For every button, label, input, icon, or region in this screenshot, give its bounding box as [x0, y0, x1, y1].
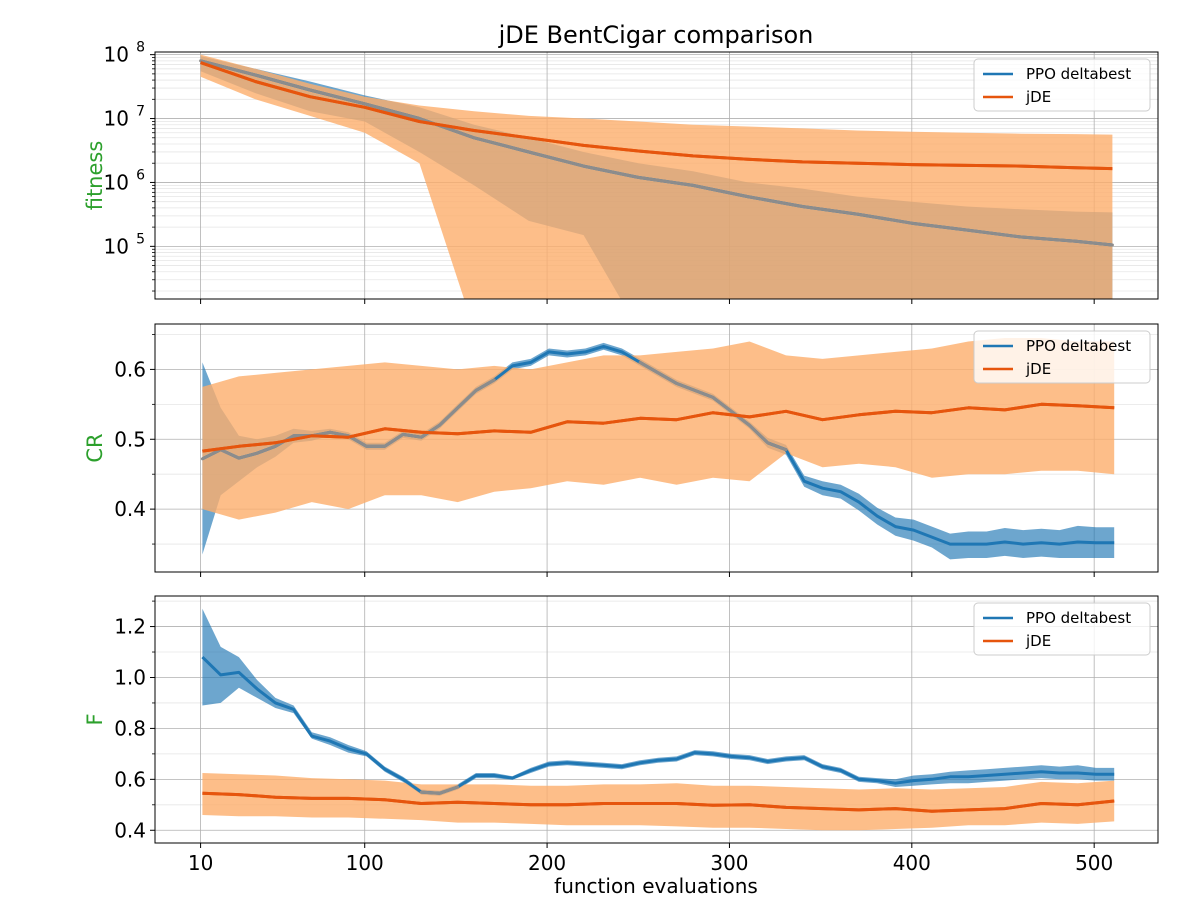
legend-box [973, 58, 1151, 112]
legend: PPO deltabest jDE [973, 58, 1151, 112]
panel-fitness: 10 5 10 6 10 7 10 8 fitness PPO deltabest jDE [83, 40, 1159, 304]
overlap-line-ppo [638, 360, 660, 375]
band-jde [202, 773, 1115, 831]
y-tick-label: 0.6 [114, 767, 146, 791]
plot-area [200, 338, 1115, 560]
overlap-line-ppo [253, 73, 312, 92]
x-tick-label: 400 [893, 851, 931, 875]
overlap-line-ppo [1019, 235, 1078, 243]
y-tick-label-exponent: 6 [136, 167, 145, 183]
overlap-line-ppo [656, 371, 679, 385]
overlap-line-ppo [582, 164, 640, 179]
chart-title: jDE BentCigar comparison [498, 21, 814, 49]
overlap-line-ppo [255, 444, 277, 455]
legend-box [973, 602, 1151, 656]
y-axis-label: fitness [83, 141, 107, 211]
legend-label: PPO deltabest [1026, 65, 1131, 83]
panel-cr: 0.4 0.5 0.6 CR PPO deltabest jDE [83, 323, 1159, 577]
legend-label: PPO deltabest [1026, 609, 1131, 627]
x-tick-label: 10 [188, 851, 213, 875]
y-axis-label: CR [83, 433, 107, 462]
overlap-line-ppo [383, 432, 405, 448]
overlap-line-ppo [328, 430, 350, 438]
panel-f: 0.4 0.6 0.8 1.0 1.2 10 100 200 300 400 500 F PPO del… [83, 595, 1159, 875]
y-tick-label: 0.4 [114, 818, 146, 842]
overlap-line-ppo [711, 395, 733, 413]
overlap-line-ppo [965, 228, 1023, 239]
overlap-line-ppo [855, 212, 914, 225]
overlap-line-ppo [401, 432, 423, 439]
y-tick-label: 1.2 [114, 615, 146, 639]
overlap-line-ppo [527, 150, 586, 168]
plot-area [201, 608, 1115, 831]
line-ppo [201, 656, 1115, 795]
overlap-line-ppo [746, 195, 804, 209]
legend: PPO deltabest jDE [973, 602, 1151, 656]
overlap-line-ppo [472, 136, 531, 154]
x-tick-label: 200 [528, 851, 566, 875]
overlap-line-ppo [675, 381, 697, 392]
x-tick-label: 500 [1075, 851, 1113, 875]
y-tick-label: 10 [104, 234, 129, 258]
overlap-line-ppo [200, 448, 223, 461]
overlap-line-ppo [437, 406, 460, 427]
overlap-line-ppo [419, 790, 441, 795]
line-jde-top [200, 61, 1113, 171]
overlap-line-ppo [1074, 239, 1114, 247]
overlap-line-ppo [910, 221, 969, 232]
y-tick-label: 0.8 [114, 716, 146, 740]
overlap-line-ppo [199, 59, 257, 77]
plot-area [199, 54, 1114, 299]
y-tick-label: 10 [104, 107, 129, 131]
band-jde [202, 338, 1115, 520]
y-tick-label: 0.5 [114, 427, 146, 451]
y-tick-label-exponent: 7 [136, 104, 145, 120]
overlap-line-ppo [691, 183, 750, 199]
overlap-line-ppo [237, 451, 259, 460]
x-axis-label: function evaluations [554, 874, 758, 898]
line-jde-top [202, 791, 1115, 813]
overlap-line-ppo [219, 448, 241, 460]
overlap-line-ppo [748, 423, 770, 445]
y-tick-label-exponent: 5 [136, 231, 145, 247]
y-tick-label: 10 [104, 43, 129, 67]
overlap-line-ppo [693, 388, 715, 399]
overlap-line-ppo [456, 388, 478, 410]
axes-frame [154, 595, 1159, 844]
y-tick-label: 10 [104, 170, 129, 194]
legend: PPO deltabest jDE [973, 330, 1151, 384]
legend-label: jDE [1025, 88, 1051, 106]
y-tick-label: 0.4 [114, 497, 146, 521]
y-tick-label-exponent: 8 [136, 40, 145, 56]
overlap-line-ppo [766, 441, 788, 452]
overlap-line-ppo [636, 175, 695, 187]
axes-frame [154, 323, 1159, 573]
overlap-line-ppo [800, 205, 859, 216]
band-ppo [202, 608, 1115, 796]
axes-frame [154, 51, 1159, 300]
legend-label: jDE [1025, 632, 1051, 650]
band-jde [200, 54, 1113, 299]
y-tick-label: 0.6 [114, 357, 146, 381]
x-tick-label: 100 [346, 851, 384, 875]
overlap-line-ppo [474, 378, 496, 392]
overlap-line-ppo [363, 102, 421, 121]
y-axis-label: F [83, 713, 107, 725]
band-ppo [202, 342, 1115, 560]
overlap-line-ppo [437, 785, 460, 795]
legend-label: jDE [1025, 360, 1051, 378]
line-jde-top [202, 402, 1115, 453]
y-tick-label: 1.0 [114, 665, 146, 689]
x-tick-label: 300 [710, 851, 748, 875]
legend-label: PPO deltabest [1026, 337, 1131, 355]
overlap-line-ppo [308, 88, 367, 106]
legend-box [973, 330, 1151, 384]
